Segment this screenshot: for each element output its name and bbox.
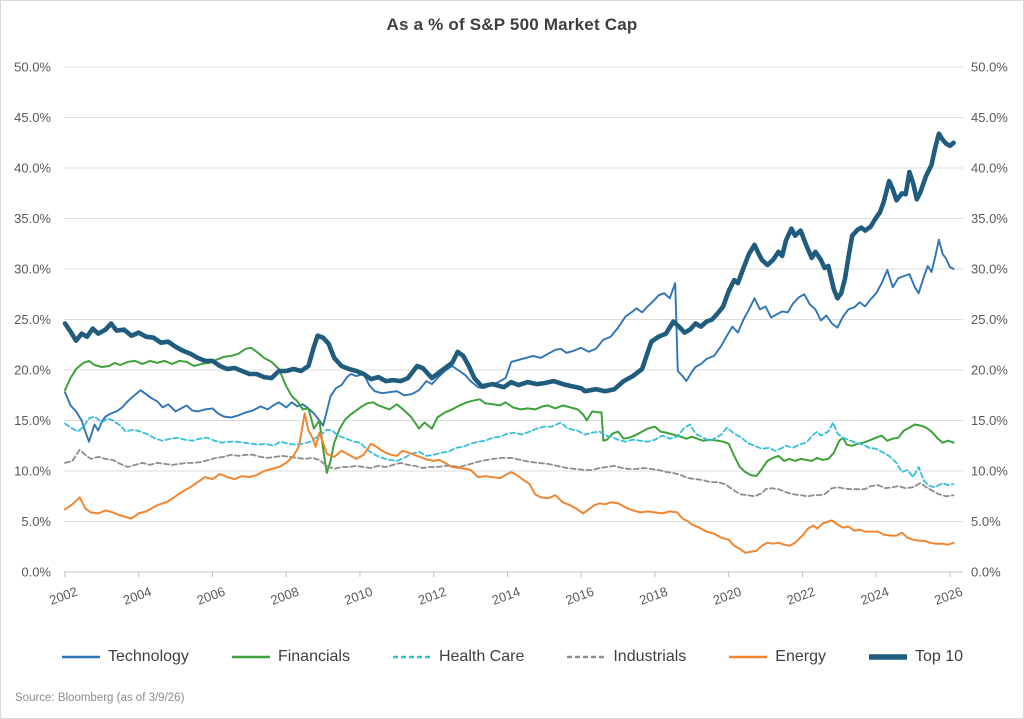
svg-text:2006: 2006 <box>195 584 227 608</box>
series-lines <box>62 131 956 554</box>
svg-text:2002: 2002 <box>47 584 79 608</box>
svg-text:2024: 2024 <box>859 584 891 608</box>
svg-text:25.0%: 25.0% <box>14 312 51 327</box>
legend-label: Financials <box>277 648 350 665</box>
gridlines <box>64 66 963 573</box>
legend-line-swatch <box>567 655 606 659</box>
svg-text:40.0%: 40.0% <box>14 161 51 176</box>
svg-text:0.0%: 0.0% <box>971 565 1001 580</box>
svg-text:2018: 2018 <box>637 584 669 608</box>
legend-item-financials: Financials <box>231 648 350 666</box>
svg-text:2026: 2026 <box>932 584 964 608</box>
legend-line-swatch <box>392 655 431 659</box>
svg-text:30.0%: 30.0% <box>14 262 51 277</box>
svg-text:45.0%: 45.0% <box>14 110 51 125</box>
legend-item-energy: Energy <box>728 648 826 666</box>
legend-label: Industrials <box>613 648 687 665</box>
series-line-energy <box>64 412 955 554</box>
svg-text:2014: 2014 <box>490 584 522 608</box>
legend-label: Health Care <box>438 648 525 665</box>
svg-text:15.0%: 15.0% <box>971 413 1008 428</box>
svg-text:2020: 2020 <box>711 584 743 608</box>
legend-label: Energy <box>775 648 826 665</box>
series-line-industrials <box>64 448 955 498</box>
legend-line-swatch <box>231 655 270 659</box>
svg-text:2016: 2016 <box>564 584 596 608</box>
svg-text:5.0%: 5.0% <box>971 514 1001 529</box>
source-note: Source: Bloomberg (as of 3/9/26) <box>15 692 185 704</box>
legend-item-health-care: Health Care <box>392 648 524 666</box>
x-axis: 2002 2004 2006 2008 2010 2012 2014 2016 2018 2020… <box>47 572 965 608</box>
svg-text:45.0%: 45.0% <box>971 110 1008 125</box>
legend-line-swatch <box>729 655 768 659</box>
svg-text:30.0%: 30.0% <box>971 262 1008 277</box>
svg-text:2004: 2004 <box>121 584 153 608</box>
svg-text:50.0%: 50.0% <box>971 60 1008 75</box>
y-axis-labels-left: 0.0% 5.0% 10.0% 15.0% 20.0% 25.0% 30.0% 35.0% 40… <box>14 60 51 580</box>
svg-text:20.0%: 20.0% <box>14 363 51 378</box>
svg-text:2008: 2008 <box>269 584 301 608</box>
series-line-technology <box>64 238 955 443</box>
series-line-financials <box>64 346 955 478</box>
svg-text:20.0%: 20.0% <box>971 363 1008 378</box>
svg-text:15.0%: 15.0% <box>14 413 51 428</box>
svg-text:2010: 2010 <box>342 584 374 608</box>
legend-item-top-10: Top 10 <box>868 648 963 666</box>
svg-text:40.0%: 40.0% <box>971 161 1008 176</box>
legend-label: Top 10 <box>914 648 964 665</box>
svg-text:25.0%: 25.0% <box>971 312 1008 327</box>
series-line-top-10 <box>62 131 956 394</box>
chart-legend: Technology Financials Health Care Industria… <box>1 648 1023 666</box>
legend-item-technology: Technology <box>61 648 189 666</box>
legend-line-swatch <box>868 654 907 660</box>
market-cap-line-chart: 0.0% 5.0% 10.0% 15.0% 20.0% 25.0% 30.0% 35.0% 40… <box>14 60 1008 608</box>
legend-label: Technology <box>107 648 189 665</box>
svg-text:2022: 2022 <box>785 584 817 608</box>
series-line-health-care <box>64 415 955 489</box>
legend-item-industrials: Industrials <box>566 648 686 666</box>
svg-text:50.0%: 50.0% <box>14 60 51 75</box>
svg-text:35.0%: 35.0% <box>971 211 1008 226</box>
chart-title: As a % of S&P 500 Market Cap <box>386 15 638 34</box>
svg-text:35.0%: 35.0% <box>14 211 51 226</box>
svg-text:10.0%: 10.0% <box>971 464 1008 479</box>
y-axis-labels-right: 0.0% 5.0% 10.0% 15.0% 20.0% 25.0% 30.0% 35.0% 40… <box>971 60 1008 580</box>
svg-text:10.0%: 10.0% <box>14 464 51 479</box>
legend-line-swatch <box>61 655 100 659</box>
svg-text:0.0%: 0.0% <box>21 565 51 580</box>
svg-text:5.0%: 5.0% <box>21 514 51 529</box>
svg-text:2012: 2012 <box>416 584 448 608</box>
